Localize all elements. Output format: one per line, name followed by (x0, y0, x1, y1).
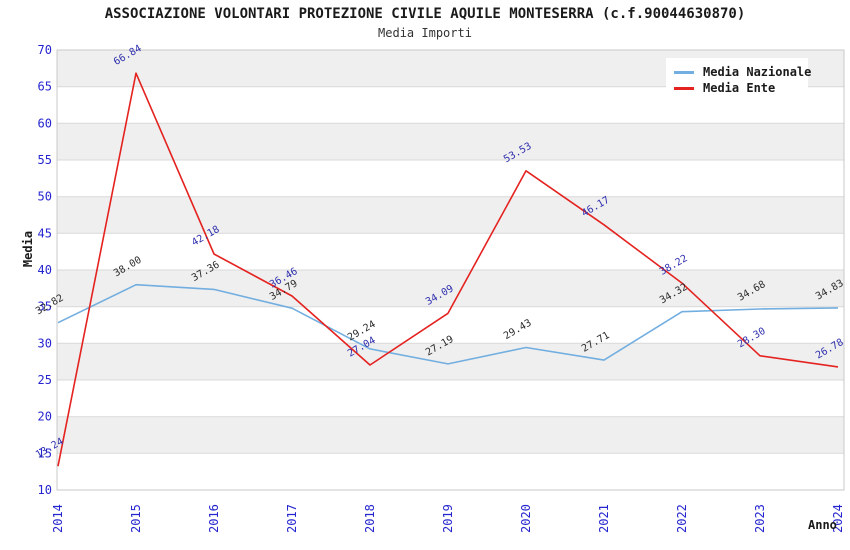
series-line-0 (57, 283, 839, 365)
x-tick-label: 2023 (753, 504, 767, 533)
x-tick-label: 2024 (831, 504, 845, 533)
plot-border (56, 49, 845, 491)
y-tick-label: 15 (38, 446, 52, 460)
x-tick-label: 2020 (519, 504, 533, 533)
y-tick-label: 10 (38, 483, 52, 497)
legend-item-media-nazionale: Media Nazionale (674, 64, 811, 80)
y-tick-label: 50 (38, 190, 52, 204)
x-tick-label: 2016 (207, 504, 221, 533)
y-tick-label: 60 (38, 116, 52, 130)
legend-item-media-ente: Media Ente (674, 80, 800, 96)
legend: Media Nazionale Media Ente (666, 58, 811, 103)
y-tick-label: 65 (38, 80, 52, 94)
x-tick-label: 2019 (441, 504, 455, 533)
y-tick-label: 40 (38, 263, 52, 277)
y-tick-label: 45 (38, 226, 52, 240)
chart-title: ASSOCIAZIONE VOLONTARI PROTEZIONE CIVILE… (104, 6, 746, 22)
x-tick-label: 2021 (597, 504, 611, 533)
y-tick-label: 70 (38, 43, 52, 57)
plot-stripe (57, 343, 844, 380)
plot-stripe (57, 123, 844, 160)
legend-swatch-nazionale-icon (674, 70, 694, 74)
legend-label-nazionale: Media Nazionale (703, 65, 812, 79)
x-tick-label: 2018 (363, 504, 377, 533)
y-tick-label: 55 (38, 153, 52, 167)
x-axis-title: Anno (808, 518, 837, 532)
y-tick-label: 20 (38, 410, 52, 424)
x-tick-label: 2014 (51, 504, 65, 533)
chart-subtitle: Media Importi (378, 26, 472, 40)
series-line-1 (57, 72, 839, 467)
y-tick-label: 30 (38, 336, 52, 350)
x-tick-label: 2022 (675, 504, 689, 533)
x-tick-label: 2017 (285, 504, 299, 533)
legend-swatch-ente-icon (674, 86, 694, 90)
x-tick-label: 2015 (129, 504, 143, 533)
y-tick-label: 35 (38, 300, 52, 314)
y-tick-label: 25 (38, 373, 52, 387)
plot-stripe (57, 416, 844, 454)
legend-label-ente: Media Ente (703, 81, 776, 95)
data-label-0: 29.43 (502, 318, 534, 343)
plot-stripe (57, 196, 844, 234)
